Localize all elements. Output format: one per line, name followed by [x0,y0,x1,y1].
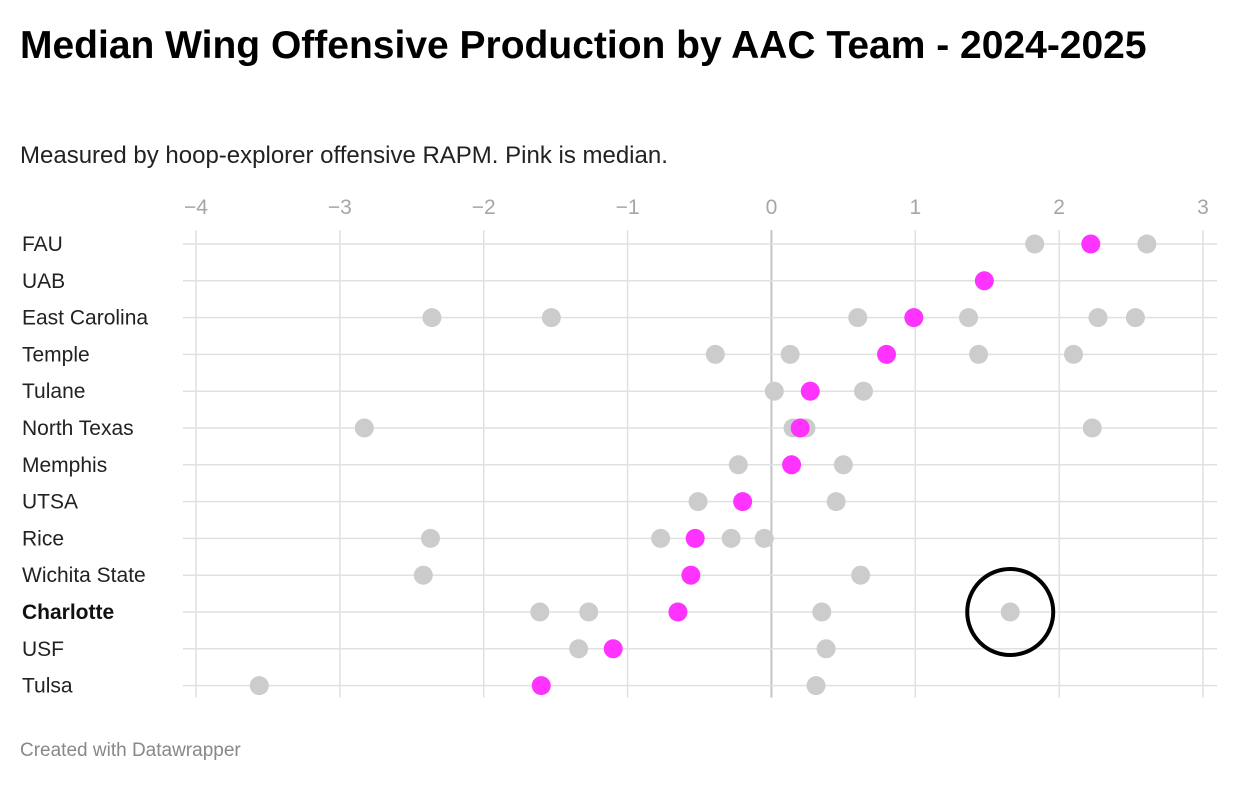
player-dot[interactable] [1125,308,1145,328]
median-dot[interactable] [790,418,810,438]
player-dot[interactable] [651,528,671,548]
player-dot[interactable] [728,455,748,475]
x-tick-label-4: 0 [766,196,778,219]
player-dot[interactable] [1025,234,1045,254]
player-dot[interactable] [721,528,741,548]
team-label: UTSA [22,491,78,514]
player-dot[interactable] [812,602,832,622]
median-dot[interactable] [877,344,897,364]
player-dot[interactable] [422,308,442,328]
median-dot[interactable] [782,455,802,475]
x-tick-label-2: −2 [472,196,496,219]
player-dot[interactable] [413,565,433,585]
highlight-ring [965,567,1056,657]
player-dot[interactable] [853,381,873,401]
median-dot[interactable] [668,602,688,622]
player-dot[interactable] [959,308,979,328]
player-dot[interactable] [530,602,550,622]
player-dot[interactable] [833,455,853,475]
player-dot[interactable] [420,528,440,548]
chart-title: Median Wing Offensive Production by AAC … [20,24,1147,67]
median-dot[interactable] [685,528,705,548]
player-dot[interactable] [579,602,599,622]
player-dot[interactable] [1000,602,1020,622]
player-dot[interactable] [780,344,800,364]
player-dot[interactable] [851,565,871,585]
x-tick-label-7: 3 [1197,196,1209,219]
chart-subtitle: Measured by hoop-explorer offensive RAPM… [20,142,668,169]
player-dot[interactable] [826,492,846,512]
player-dot[interactable] [754,528,774,548]
footer-credit: Created with Datawrapper [20,740,241,761]
player-dot[interactable] [764,381,784,401]
player-dot[interactable] [1064,344,1084,364]
team-label: Wichita State [22,564,146,587]
player-dot[interactable] [848,308,868,328]
median-dot[interactable] [1081,234,1101,254]
player-dot[interactable] [1082,418,1102,438]
player-dot[interactable] [969,344,989,364]
team-label: Tulane [22,380,85,403]
team-label: Charlotte [22,601,114,624]
median-dot[interactable] [603,639,623,659]
dots-layer [249,234,1157,696]
team-label: FAU [22,233,63,256]
player-dot[interactable] [1137,234,1157,254]
median-dot[interactable] [681,565,701,585]
team-label: Rice [22,527,64,550]
dot-plot-chart: −4 −3 −2 −1 0 1 2 3 FAU UAB East Carolina Temple Tu… [22,196,1217,698]
median-dot[interactable] [800,381,820,401]
player-dot[interactable] [249,676,269,696]
player-dot[interactable] [705,344,725,364]
team-label: Memphis [22,454,107,477]
player-dot[interactable] [806,676,826,696]
x-tick-label-1: −3 [328,196,352,219]
median-dot[interactable] [974,271,994,291]
player-dot[interactable] [569,639,589,659]
team-label: Temple [22,343,90,366]
player-dot[interactable] [816,639,836,659]
team-label: North Texas [22,417,134,440]
x-axis-ticks: −4 −3 −2 −1 0 1 2 3 [184,196,1209,219]
x-tick-label-6: 2 [1053,196,1065,219]
x-tick-label-0: −4 [184,196,208,219]
grid-layer [183,230,1217,698]
x-tick-label-3: −1 [616,196,640,219]
median-dot[interactable] [733,492,753,512]
team-label: USF [22,638,64,661]
median-dot[interactable] [531,676,551,696]
player-dot[interactable] [541,308,561,328]
player-dot[interactable] [354,418,374,438]
row-labels: FAU UAB East Carolina Temple Tulane North Tex… [22,233,148,698]
x-tick-label-5: 1 [909,196,921,219]
player-dot[interactable] [688,492,708,512]
team-label: East Carolina [22,307,148,330]
player-dot[interactable] [1088,308,1108,328]
team-label: Tulsa [22,675,73,698]
team-label: UAB [22,270,65,293]
median-dot[interactable] [904,308,924,328]
